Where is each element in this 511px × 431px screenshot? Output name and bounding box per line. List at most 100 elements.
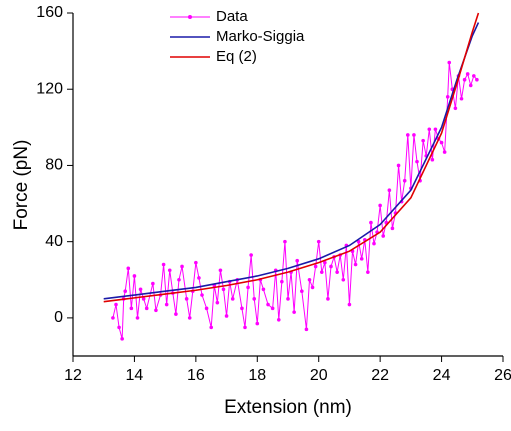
data-point xyxy=(154,308,158,313)
series-line xyxy=(103,22,480,300)
data-point xyxy=(120,337,124,341)
data-point xyxy=(111,316,115,320)
data-point xyxy=(329,264,333,269)
data-point xyxy=(114,302,118,307)
data-point xyxy=(180,264,184,269)
data-point xyxy=(353,262,358,267)
data-point xyxy=(323,260,327,265)
data-point xyxy=(439,140,444,145)
series-line xyxy=(103,12,480,303)
data-point xyxy=(280,279,284,284)
legend-label: Marko-Siggia xyxy=(216,28,305,45)
data-point xyxy=(427,127,432,132)
data-point xyxy=(174,312,178,316)
data-point xyxy=(447,60,452,65)
data-point xyxy=(387,188,392,193)
x-tick-label: 26 xyxy=(494,367,511,384)
data-point xyxy=(304,327,309,332)
data-point xyxy=(138,287,143,292)
data-point xyxy=(381,234,386,238)
data-point xyxy=(475,77,479,82)
y-tick-label: 120 xyxy=(36,80,63,97)
x-tick-label: 16 xyxy=(187,367,205,384)
data-point xyxy=(445,95,450,99)
data-point xyxy=(184,297,189,301)
x-tick-label: 20 xyxy=(310,367,328,384)
data-point xyxy=(372,241,376,246)
data-point xyxy=(390,226,395,231)
data-point xyxy=(313,264,318,269)
data-point xyxy=(246,285,250,290)
series-line xyxy=(112,62,478,339)
data-point xyxy=(129,306,134,311)
data-point xyxy=(151,281,155,286)
data-point xyxy=(249,253,253,257)
data-point xyxy=(307,277,312,282)
data-point xyxy=(194,260,198,265)
legend-label: Data xyxy=(216,8,248,25)
data-point xyxy=(366,270,370,274)
data-point xyxy=(468,83,473,88)
data-point xyxy=(283,239,287,244)
x-tick-label: 22 xyxy=(371,367,389,384)
data-point xyxy=(310,285,315,290)
data-point xyxy=(126,266,131,271)
data-point xyxy=(412,133,416,137)
data-point xyxy=(295,258,300,263)
data-point xyxy=(261,287,266,292)
data-point xyxy=(209,325,214,330)
data-point xyxy=(215,300,220,305)
data-point xyxy=(144,306,149,311)
data-point xyxy=(132,274,137,278)
data-point xyxy=(300,289,304,294)
x-axis-label: Extension (nm) xyxy=(224,397,352,418)
data-point xyxy=(187,316,192,320)
data-point xyxy=(230,297,235,301)
data-point xyxy=(402,178,407,183)
data-point xyxy=(200,293,204,297)
data-point xyxy=(319,270,324,274)
legend-label: Eq (2) xyxy=(216,48,257,65)
data-point xyxy=(252,297,257,301)
data-point xyxy=(359,257,364,261)
data-point xyxy=(276,317,281,322)
data-point xyxy=(161,262,166,267)
data-point xyxy=(197,276,201,280)
data-point xyxy=(462,77,467,82)
data-point xyxy=(472,74,476,78)
data-point xyxy=(335,270,339,274)
data-point xyxy=(326,297,330,301)
data-point xyxy=(240,306,244,311)
data-point xyxy=(135,316,140,320)
data-point xyxy=(117,325,121,330)
data-point xyxy=(453,106,458,111)
data-point xyxy=(341,277,346,282)
data-point xyxy=(433,127,438,132)
y-tick-label: 160 xyxy=(36,4,63,21)
data-point xyxy=(347,302,352,307)
data-point xyxy=(465,72,470,76)
data-point xyxy=(405,133,410,137)
legend-marker xyxy=(188,15,192,19)
y-tick-label: 80 xyxy=(45,157,63,174)
data-point xyxy=(369,220,373,225)
data-point xyxy=(430,157,435,162)
data-point xyxy=(266,302,270,307)
x-tick-label: 18 xyxy=(248,367,266,384)
x-tick-label: 12 xyxy=(64,367,82,384)
data-point xyxy=(421,138,425,143)
data-point xyxy=(270,306,275,311)
data-point xyxy=(442,150,447,154)
data-point xyxy=(415,159,419,164)
x-tick-label: 14 xyxy=(126,367,144,384)
y-axis-label: Force (pN) xyxy=(11,140,32,231)
data-point xyxy=(221,287,226,292)
data-point xyxy=(177,277,181,282)
data-point xyxy=(167,268,172,273)
x-tick-label: 24 xyxy=(433,367,451,384)
data-point xyxy=(204,306,209,311)
data-point xyxy=(286,297,290,301)
data-point xyxy=(292,310,296,314)
